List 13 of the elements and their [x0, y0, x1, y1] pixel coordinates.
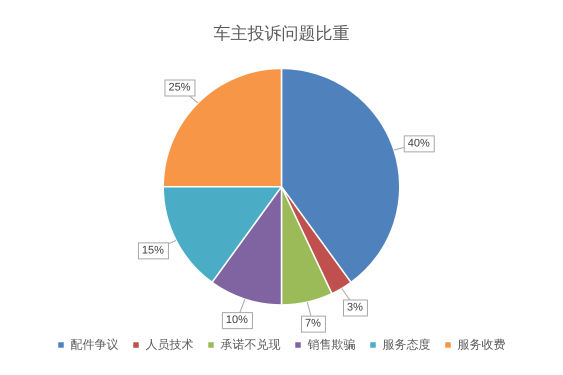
data-label: 7%: [305, 318, 322, 330]
legend-label: 配件争议: [70, 337, 118, 352]
data-label: 15%: [142, 244, 164, 256]
data-label: 3%: [347, 301, 364, 314]
data-label: 40%: [408, 137, 430, 150]
data-label: 10%: [226, 314, 248, 326]
legend-label: 人员技术: [146, 337, 194, 352]
data-label: 25%: [168, 82, 191, 94]
chart-title: 车主投诉问题比重: [214, 24, 350, 43]
legend-label: 销售欺骗: [306, 337, 356, 352]
legend-label: 服务态度: [382, 337, 430, 352]
legend-label: 服务收费: [458, 337, 506, 352]
legend-label: 承诺不兑现: [220, 337, 280, 352]
